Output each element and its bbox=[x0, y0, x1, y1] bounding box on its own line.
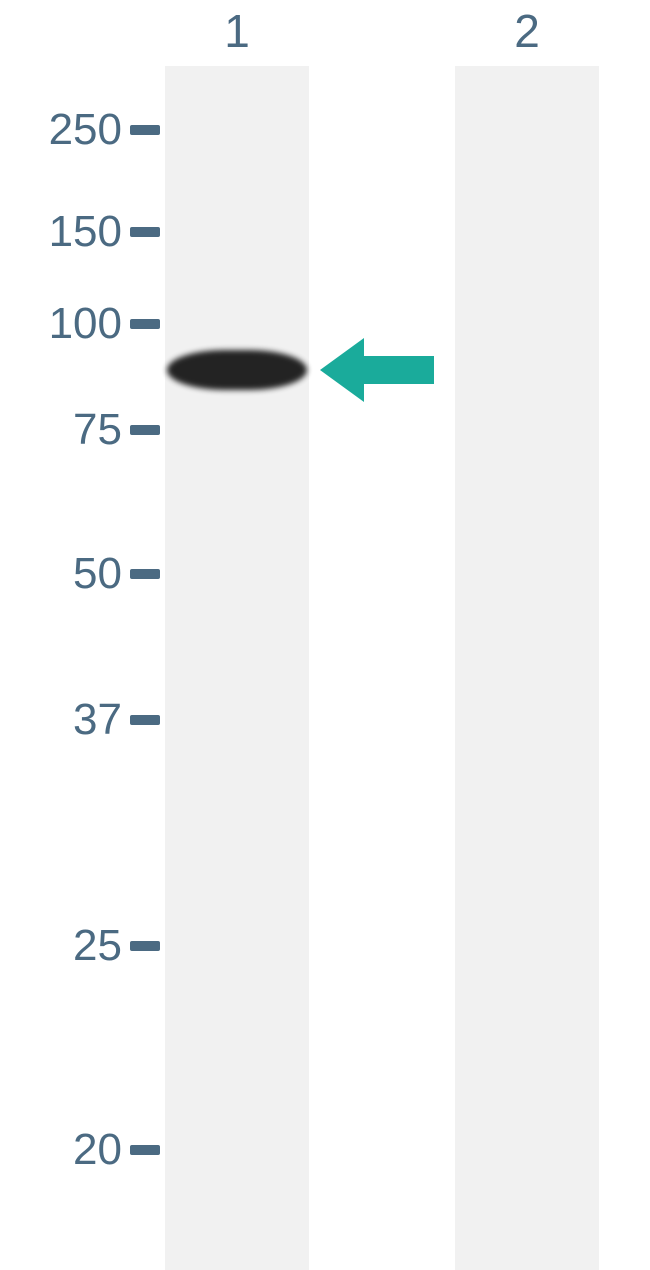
blot-canvas: 1 2 250 150 100 75 50 37 25 20 bbox=[0, 0, 650, 1270]
marker-tick-50 bbox=[130, 569, 160, 579]
marker-row-37: 37 bbox=[0, 694, 160, 746]
arrow-head-icon bbox=[320, 338, 364, 402]
marker-tick-25 bbox=[130, 941, 160, 951]
marker-row-20: 20 bbox=[0, 1124, 160, 1176]
marker-row-250: 250 bbox=[0, 104, 160, 156]
marker-label-25: 25 bbox=[0, 921, 122, 971]
marker-row-50: 50 bbox=[0, 548, 160, 600]
marker-tick-37 bbox=[130, 715, 160, 725]
marker-row-100: 100 bbox=[0, 298, 160, 350]
marker-label-150: 150 bbox=[0, 207, 122, 257]
marker-tick-100 bbox=[130, 319, 160, 329]
lane-label-2: 2 bbox=[455, 4, 599, 58]
lane-label-1: 1 bbox=[165, 4, 309, 58]
marker-tick-75 bbox=[130, 425, 160, 435]
marker-label-75: 75 bbox=[0, 405, 122, 455]
marker-label-20: 20 bbox=[0, 1125, 122, 1175]
marker-label-50: 50 bbox=[0, 549, 122, 599]
marker-label-100: 100 bbox=[0, 299, 122, 349]
band-lane1-0 bbox=[167, 350, 307, 390]
marker-label-250: 250 bbox=[0, 105, 122, 155]
marker-row-75: 75 bbox=[0, 404, 160, 456]
marker-tick-150 bbox=[130, 227, 160, 237]
arrow-shaft bbox=[364, 356, 434, 384]
lane-1 bbox=[165, 66, 309, 1270]
marker-row-150: 150 bbox=[0, 206, 160, 258]
marker-tick-20 bbox=[130, 1145, 160, 1155]
marker-row-25: 25 bbox=[0, 920, 160, 972]
marker-label-37: 37 bbox=[0, 695, 122, 745]
marker-tick-250 bbox=[130, 125, 160, 135]
lane-2 bbox=[455, 66, 599, 1270]
